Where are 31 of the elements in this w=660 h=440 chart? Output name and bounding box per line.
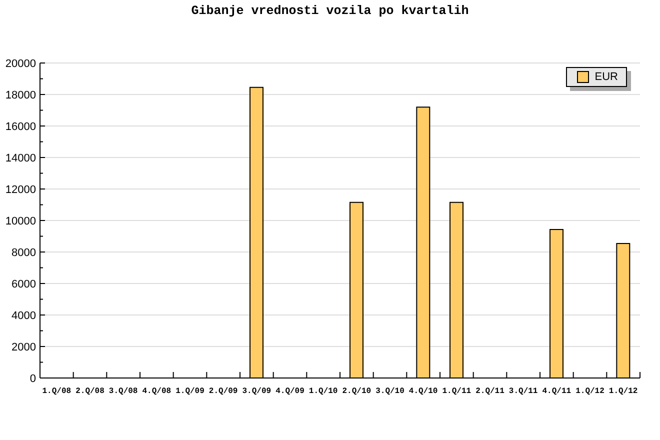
y-tick-label: 6000 — [12, 278, 36, 290]
chart-title: Gibanje vrednosti vozila po kvartalih — [190, 4, 470, 18]
y-tick-label: 0 — [30, 372, 36, 385]
x-tick-label: 2.Q/08 — [76, 387, 105, 396]
y-tick-label: 18000 — [5, 89, 36, 102]
x-tick-label: 4.Q/08 — [142, 387, 172, 396]
x-tick-label: 1.Q/11 — [442, 387, 472, 396]
x-tick-label: 2.Q/09 — [208, 387, 238, 396]
x-tick-label: 4.Q/09 — [276, 387, 305, 396]
legend-label: EUR — [594, 71, 618, 83]
y-tick-label: 14000 — [5, 152, 36, 164]
x-tick-label: 1.Q/08 — [42, 387, 72, 396]
x-tick-label: 1.Q/12 — [608, 387, 638, 396]
y-tick-label: 2000 — [12, 341, 36, 354]
y-tick-label: 20000 — [5, 58, 36, 70]
y-tick-label: 4000 — [12, 310, 36, 322]
x-tick-label: 1.Q/09 — [176, 387, 205, 396]
y-tick-label: 10000 — [5, 215, 36, 228]
x-tick-label: 4.Q/11 — [542, 387, 572, 396]
x-tick-label: 1.Q/10 — [308, 387, 338, 396]
y-tick-label: 12000 — [5, 184, 36, 196]
y-tick-label: 16000 — [5, 120, 36, 133]
x-tick-label: 4.Q/10 — [408, 387, 438, 396]
x-tick-label: 3.Q/11 — [508, 387, 538, 396]
x-tick-label: 2.Q/10 — [342, 387, 372, 396]
y-tick-label: 8000 — [12, 246, 36, 259]
x-tick-label: 2.Q/11 — [476, 387, 505, 396]
x-tick-label: 3.Q/08 — [108, 387, 138, 396]
x-tick-label: 3.Q/09 — [242, 387, 272, 396]
x-tick-label: 1.Q/12 — [576, 387, 605, 396]
x-tick-label: 3.Q/10 — [376, 387, 405, 396]
